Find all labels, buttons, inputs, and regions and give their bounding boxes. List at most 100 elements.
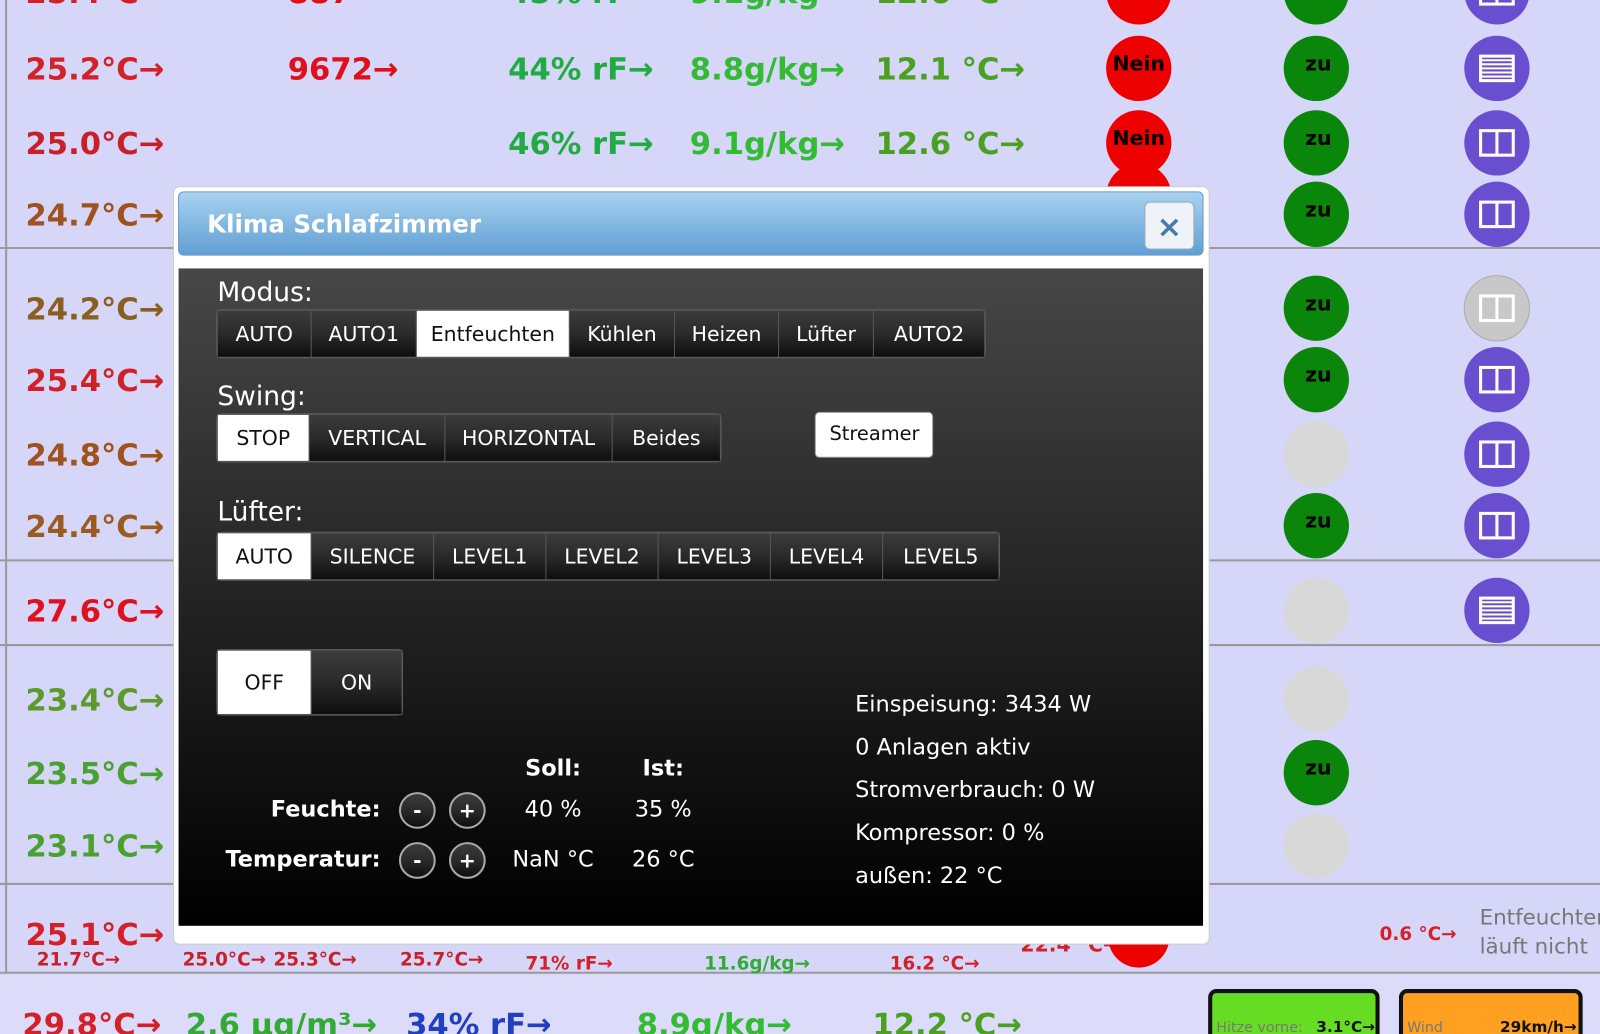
section-label: Lüfter:: [217, 497, 303, 528]
option-button[interactable]: [444, 413, 613, 462]
sub-temperature: 25.7°C→: [400, 950, 483, 971]
option-button[interactable]: [545, 532, 659, 581]
option-button[interactable]: [310, 649, 403, 716]
status-line: Kompressor: 0 %: [855, 820, 1044, 846]
option-label: LEVEL1: [452, 544, 527, 568]
tile[interactable]: [1208, 989, 1380, 1034]
option-button[interactable]: [415, 309, 570, 358]
step-button[interactable]: [398, 842, 436, 879]
shutter-status: [1283, 421, 1349, 487]
section-label: Swing:: [217, 381, 305, 412]
option-label: LEVEL3: [677, 544, 752, 568]
status-line: 0 Anlagen aktiv: [855, 734, 1030, 760]
option-button[interactable]: [433, 532, 547, 581]
option-button[interactable]: [216, 309, 312, 358]
column-header: Ist:: [643, 756, 684, 782]
option-label: HORIZONTAL: [462, 426, 596, 450]
shutter-status: [1283, 577, 1349, 644]
status: läuft nicht: [1480, 934, 1588, 959]
step-label: -: [413, 799, 421, 823]
option-label: STOP: [236, 426, 290, 450]
temperature: 27.6°C→: [26, 595, 165, 630]
temperature: 25.0°C→: [26, 127, 165, 162]
temperature: 23.5°C→: [26, 757, 165, 792]
dewpoint: 12.6 °C→: [876, 127, 1026, 162]
shutter-status: [1283, 275, 1349, 341]
dialog-title: Klima Schlafzimmer: [207, 210, 481, 239]
shutter-label: zu: [1305, 197, 1331, 221]
temperature: 23.1°C→: [26, 829, 165, 864]
humidity: 44% rF→: [508, 53, 654, 88]
step-button[interactable]: [448, 842, 486, 879]
absolute: 8.9g/kg→: [637, 1008, 792, 1034]
temperature: 25.4°C→: [26, 364, 165, 399]
tile-label: Hitze vorne:: [1216, 1020, 1302, 1034]
title-bar: [178, 191, 1204, 256]
humidity: 46% rF→: [508, 127, 654, 162]
shutter-label: zu: [1305, 126, 1331, 150]
window-label: Nein: [1113, 126, 1165, 150]
window-status: [1107, 0, 1171, 25]
shutter-status: [1283, 347, 1349, 413]
option-button[interactable]: [872, 309, 986, 358]
streamer-label: Streamer: [829, 422, 919, 445]
absolute: 11.6g/kg→: [704, 954, 810, 975]
option-label: Beides: [632, 426, 700, 450]
option-button[interactable]: [310, 309, 417, 358]
option-button[interactable]: [673, 309, 780, 358]
tile[interactable]: [1398, 989, 1583, 1034]
option-label: Kühlen: [587, 322, 656, 346]
dialog-body: [178, 268, 1204, 926]
target-value: NaN °C: [512, 847, 593, 873]
shutter-icon-bg[interactable]: [1464, 0, 1529, 25]
temperature: 25.4°C→: [26, 0, 165, 11]
actual-value: 26 °C: [632, 847, 695, 873]
dewpoint: 12.1 °C→: [876, 53, 1026, 88]
step-button[interactable]: [448, 792, 486, 829]
dewpoint: 16.2 °C→: [890, 954, 980, 975]
section-label: Modus:: [217, 277, 312, 308]
temperature: 24.4°C→: [26, 510, 165, 545]
sub-temperature: 21.7°C→: [37, 950, 120, 971]
shutter-label: zu: [1305, 51, 1331, 75]
option-button[interactable]: [310, 532, 435, 581]
option-button[interactable]: [657, 532, 771, 581]
option-button[interactable]: [882, 532, 1000, 581]
step-button[interactable]: [398, 792, 436, 829]
setpoint-label: Feuchte:: [271, 797, 381, 823]
shutter-status: [1283, 492, 1349, 559]
temperature: 29.8°C→: [22, 1008, 161, 1034]
option-label: AUTO1: [329, 322, 399, 346]
option-label: Entfeuchten: [431, 322, 555, 346]
streamer-button[interactable]: [814, 411, 934, 458]
humidity: 71% rF→: [526, 954, 613, 975]
co2: 887→: [288, 0, 378, 11]
temperature: 25.2°C→: [26, 53, 165, 88]
option-label: OFF: [245, 670, 285, 694]
column-header: Soll:: [525, 756, 581, 782]
status-line: Einspeisung: 3434 W: [855, 691, 1091, 717]
status-line: außen: 22 °C: [855, 863, 1002, 889]
option-button[interactable]: [216, 413, 310, 462]
dewpoint: 12.2 °C→: [872, 1008, 1022, 1034]
shutter-status: [1283, 812, 1349, 878]
option-button[interactable]: [568, 309, 675, 358]
option-label: LEVEL2: [564, 544, 639, 568]
tile-label: Wind: [1407, 1020, 1443, 1034]
target-value: 40 %: [525, 797, 582, 823]
shutter-status: [1283, 110, 1349, 176]
option-button[interactable]: [308, 413, 446, 462]
option-button[interactable]: [778, 309, 874, 358]
sub-temperature: 25.3°C→: [273, 950, 356, 971]
option-button[interactable]: [611, 413, 721, 462]
option-button[interactable]: [216, 649, 312, 716]
close-button[interactable]: [1144, 201, 1195, 250]
shutter-status: [1284, 0, 1348, 25]
option-label: AUTO: [236, 544, 293, 568]
temperature: 23.4°C→: [26, 683, 165, 718]
shutter-label: zu: [1305, 756, 1331, 780]
option-label: SILENCE: [330, 544, 416, 568]
window-status: [1106, 35, 1172, 102]
shutter-label: zu: [1305, 363, 1331, 387]
